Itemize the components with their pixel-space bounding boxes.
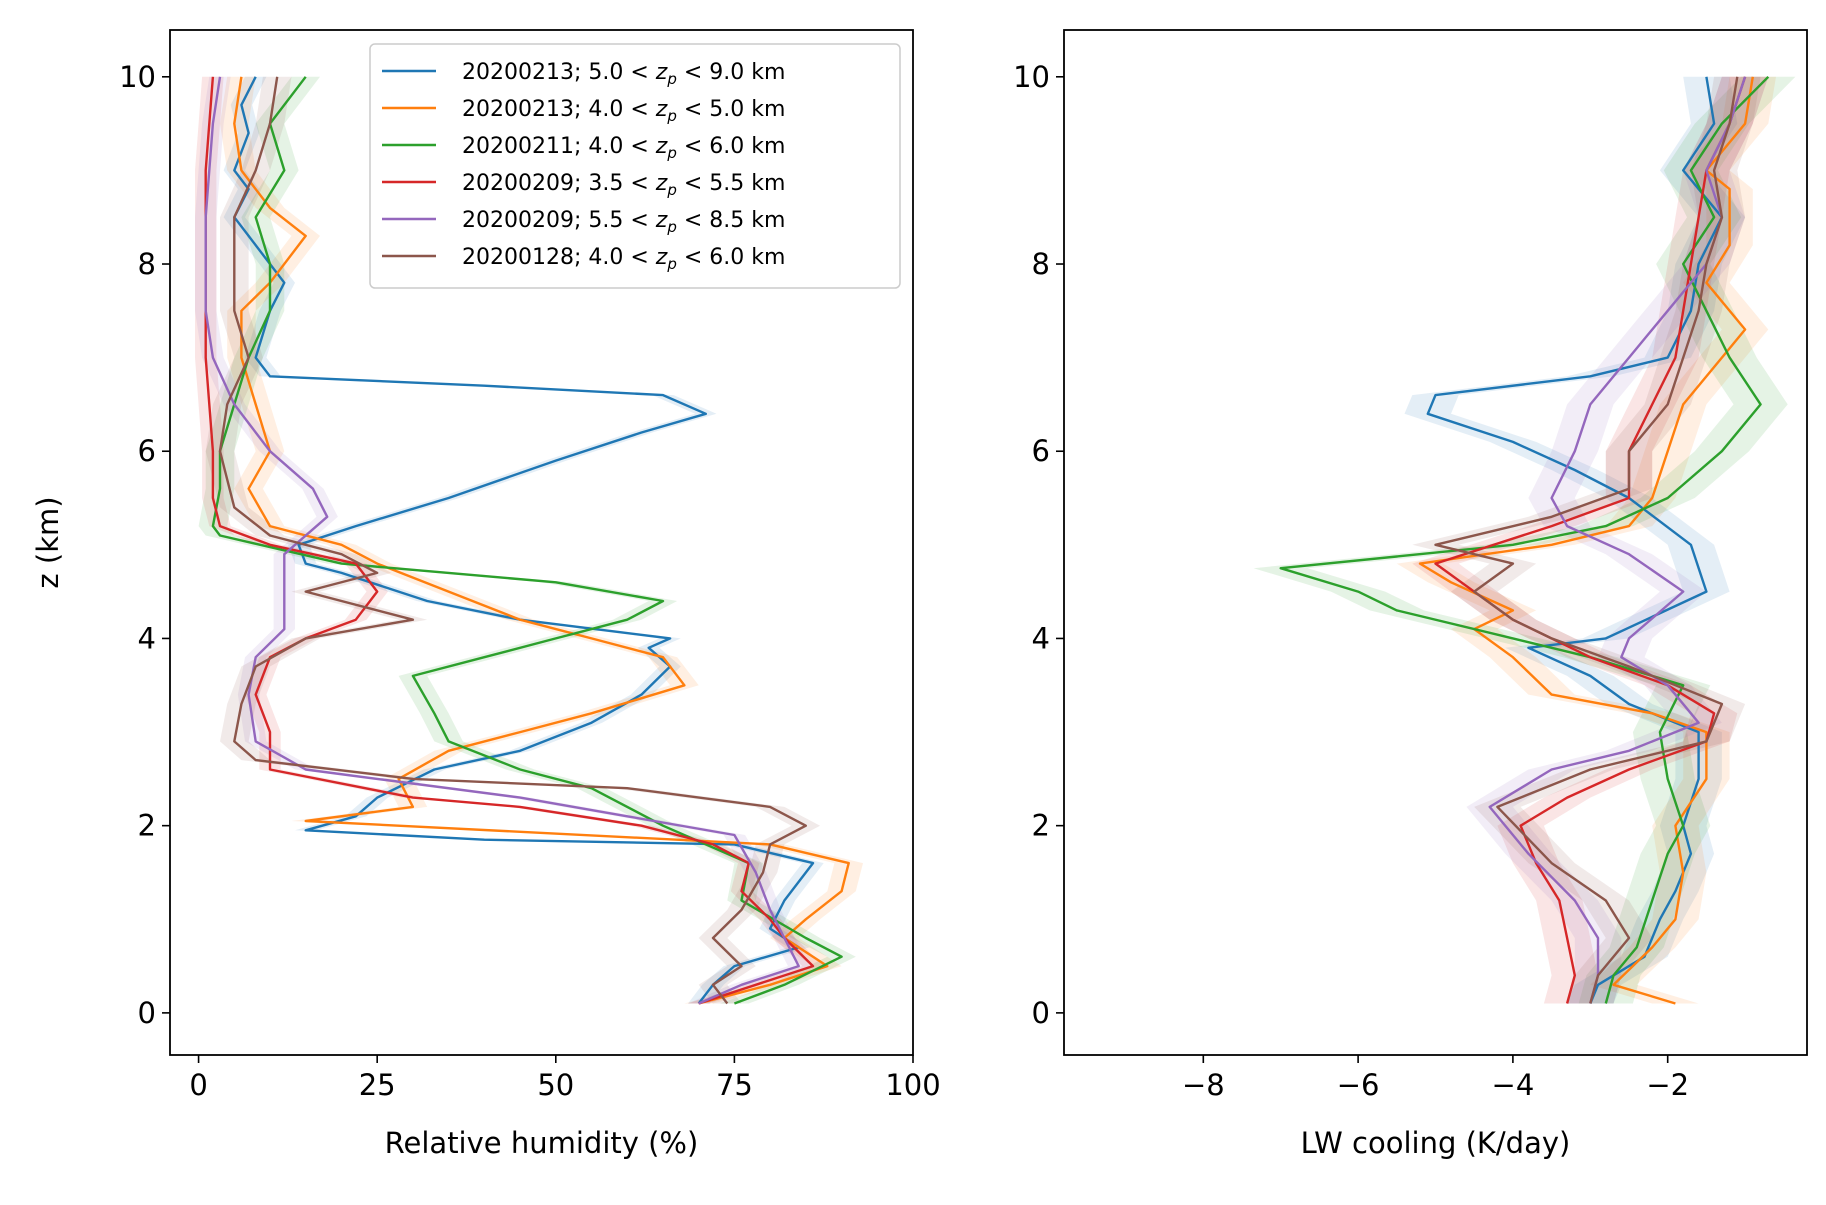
x-tick-label: 100 (885, 1068, 940, 1102)
series-line-6 (218, 76, 807, 1005)
x-tick-label: −6 (1337, 1068, 1380, 1102)
series-line-2 (233, 76, 850, 1005)
legend-entry: 20200213; 5.0 < zp < 9.0 km (462, 60, 785, 88)
legend-entry: 20200213; 4.0 < zp < 5.0 km (462, 97, 785, 125)
axes-frame (1063, 29, 1808, 1056)
series-band-3 (1253, 76, 1796, 1004)
legend-entry: 20200128; 4.0 < zp < 6.0 km (462, 245, 785, 273)
y-tick-label: 6 (138, 434, 156, 468)
series-band-2 (1396, 76, 1776, 1004)
legend-entry: 20200209; 5.5 < zp < 8.5 km (462, 208, 785, 236)
y-tick-label: 4 (138, 621, 156, 655)
y-tick-label: 6 (1032, 434, 1050, 468)
y-tick-label: 0 (1032, 996, 1050, 1030)
legend-entry: 20200209; 3.5 < zp < 5.5 km (462, 171, 785, 199)
y-tick-label: 2 (138, 809, 156, 843)
series-line-4 (204, 76, 815, 1005)
x-tick-label: −4 (1492, 1068, 1535, 1102)
axes-frame (169, 29, 914, 1056)
series-band-5 (1466, 76, 1769, 1004)
series-line-2 (1418, 76, 1754, 1005)
series-band-4 (1412, 76, 1769, 1004)
x-tick-label: 25 (359, 1068, 396, 1102)
legend-entry: 20200211; 4.0 < zp < 6.0 km (462, 134, 785, 162)
x-tick-label: 50 (537, 1068, 574, 1102)
y-tick-label: 2 (1032, 809, 1050, 843)
y-tick-label: 10 (1013, 60, 1050, 94)
legend: 20200213; 5.0 < zp < 9.0 km 20200213; 4.0… (369, 43, 901, 289)
legend-box (369, 43, 901, 289)
x-tick-label: −8 (1182, 1068, 1225, 1102)
x-tick-label: 75 (716, 1068, 753, 1102)
series-band-6 (1412, 76, 1761, 1004)
x-tick-label: 0 (189, 1068, 207, 1102)
x-axis-label: LW cooling (K/day) (1301, 1126, 1571, 1160)
y-tick-label: 0 (138, 996, 156, 1030)
panel-lw-cooling: −8 −6 −4 −2 0 2 4 6 8 10 LW cooling (K/day) (1013, 29, 1808, 1160)
series-line-3 (1279, 75, 1770, 1004)
y-tick-label: 8 (1032, 247, 1050, 281)
x-axis-label: Relative humidity (%) (385, 1126, 699, 1160)
series-line-6 (1434, 76, 1739, 1004)
y-axis-label: z (km) (31, 496, 65, 588)
x-tick-label: −2 (1646, 1068, 1689, 1102)
panel-relative-humidity: 0 25 50 75 100 0 2 4 6 8 10 Relative humidity (%) z … (31, 29, 941, 1160)
y-tick-label: 4 (1032, 621, 1050, 655)
series-band-1 (1404, 76, 1746, 1004)
y-tick-label: 10 (119, 60, 156, 94)
y-tick-label: 8 (138, 247, 156, 281)
